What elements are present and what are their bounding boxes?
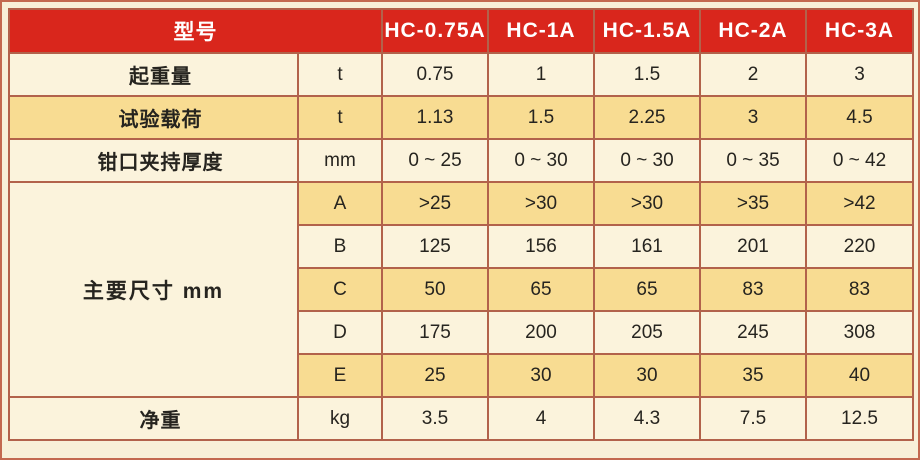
model-name-cell: HC-0.75A [381,8,489,54]
dimension-letter: D [297,310,383,355]
value-cell: 12.5 [805,396,914,441]
value-cell: 4 [487,396,595,441]
value-cell: 65 [593,267,701,312]
row-dimension-c: C 50 65 65 83 83 [9,267,914,312]
model-column-header: 型号 [8,8,383,54]
row-label: 试验载荷 [8,95,299,140]
value-cell: 83 [699,267,807,312]
row-jaw-thickness: 钳口夹持厚度 mm 0 ~ 25 0 ~ 30 0 ~ 30 0 ~ 35 0 … [8,138,914,183]
value-cell: >35 [699,181,807,226]
value-cell: 125 [381,224,489,269]
value-cell: 1.5 [487,95,595,140]
row-dimension-a: 主要尺寸 mm A >25 >30 >30 >35 >42 [8,181,914,398]
value-cell: 65 [487,267,595,312]
spec-table: 型号 HC-0.75A HC-1A HC-1.5A HC-2A HC-3A 起重… [8,8,914,441]
table-header-row: 型号 HC-0.75A HC-1A HC-1.5A HC-2A HC-3A [8,8,914,54]
value-cell: 0 ~ 25 [381,138,489,183]
value-cell: 220 [805,224,914,269]
value-cell: 1.5 [593,52,701,97]
row-dimension-b: B 125 156 161 201 220 [9,224,914,269]
value-cell: 35 [699,353,807,398]
row-dimension-d: D 175 200 205 245 308 [9,310,914,355]
value-cell: 175 [381,310,489,355]
model-name-cell: HC-3A [805,8,914,54]
value-cell: 4.3 [593,396,701,441]
row-net-weight: 净重 kg 3.5 4 4.3 7.5 12.5 [8,396,914,441]
value-cell: 161 [593,224,701,269]
main-dimensions-label: 主要尺寸 mm [8,181,299,398]
value-cell: 40 [805,353,914,398]
value-cell: 25 [381,353,489,398]
value-cell: 0 ~ 35 [699,138,807,183]
unit-cell: t [297,52,383,97]
value-cell: 3.5 [381,396,489,441]
value-cell: 4.5 [805,95,914,140]
value-cell: 2 [699,52,807,97]
value-cell: >30 [487,181,595,226]
value-cell: >42 [805,181,914,226]
value-cell: 245 [699,310,807,355]
value-cell: 1.13 [381,95,489,140]
model-name-cell: HC-1A [487,8,595,54]
unit-cell: t [297,95,383,140]
row-label: 钳口夹持厚度 [8,138,299,183]
value-cell: 0 ~ 30 [593,138,701,183]
value-cell: 0 ~ 30 [487,138,595,183]
dimension-letter: B [297,224,383,269]
value-cell: 83 [805,267,914,312]
value-cell: 3 [805,52,914,97]
value-cell: 2.25 [593,95,701,140]
unit-cell: kg [297,396,383,441]
value-cell: 201 [699,224,807,269]
value-cell: 7.5 [699,396,807,441]
unit-cell: mm [297,138,383,183]
dimension-letter: C [297,267,383,312]
value-cell: >25 [381,181,489,226]
model-name-cell: HC-1.5A [593,8,701,54]
dimension-letter: A [297,181,383,226]
value-cell: 156 [487,224,595,269]
value-cell: 0 ~ 42 [805,138,914,183]
value-cell: 200 [487,310,595,355]
row-lifting-capacity: 起重量 t 0.75 1 1.5 2 3 [8,52,914,97]
value-cell: 308 [805,310,914,355]
row-test-load: 试验载荷 t 1.13 1.5 2.25 3 4.5 [8,95,914,140]
model-name-cell: HC-2A [699,8,807,54]
row-label: 净重 [8,396,299,441]
dimension-letter: E [297,353,383,398]
row-dimension-e: E 25 30 30 35 40 [9,353,914,398]
value-cell: 1 [487,52,595,97]
value-cell: 30 [593,353,701,398]
value-cell: 30 [487,353,595,398]
row-label: 起重量 [8,52,299,97]
value-cell: >30 [593,181,701,226]
value-cell: 50 [381,267,489,312]
value-cell: 3 [699,95,807,140]
value-cell: 205 [593,310,701,355]
value-cell: 0.75 [381,52,489,97]
